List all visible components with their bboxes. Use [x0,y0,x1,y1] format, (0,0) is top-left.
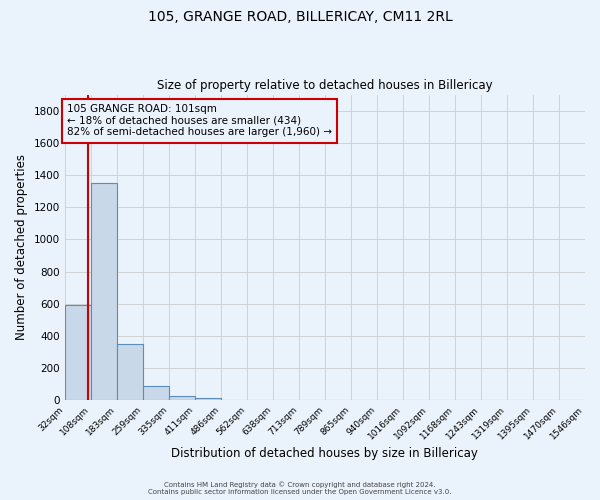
Title: Size of property relative to detached houses in Billericay: Size of property relative to detached ho… [157,79,493,92]
Bar [169,396,195,400]
Text: 105 GRANGE ROAD: 101sqm
← 18% of detached houses are smaller (434)
82% of semi-d: 105 GRANGE ROAD: 101sqm ← 18% of detache… [67,104,332,138]
Y-axis label: Number of detached properties: Number of detached properties [15,154,28,340]
X-axis label: Distribution of detached houses by size in Billericay: Distribution of detached houses by size … [172,447,478,460]
Bar [65,306,91,400]
Text: Contains HM Land Registry data © Crown copyright and database right 2024.
Contai: Contains HM Land Registry data © Crown c… [148,482,452,495]
Text: 105, GRANGE ROAD, BILLERICAY, CM11 2RL: 105, GRANGE ROAD, BILLERICAY, CM11 2RL [148,10,452,24]
Bar [195,398,221,400]
Bar [143,386,169,400]
Bar [117,344,143,401]
Bar [91,183,117,400]
